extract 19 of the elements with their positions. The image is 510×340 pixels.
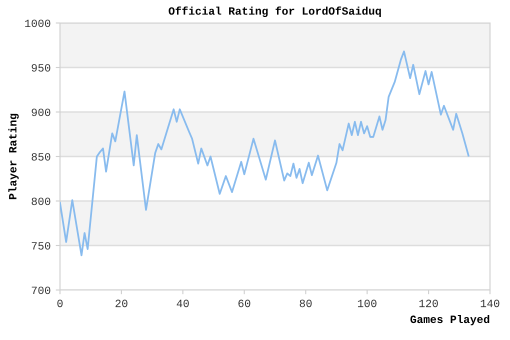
- y-tick-label: 700: [32, 286, 50, 294]
- x-tick-label: 100: [358, 300, 376, 308]
- x-tick-label: 40: [176, 300, 189, 308]
- y-tick-label: 950: [32, 64, 50, 72]
- chart-title: Official Rating for LordOfSaiduq: [168, 6, 381, 18]
- x-tick-label: 60: [238, 300, 250, 308]
- x-axis-title: Games Played: [410, 314, 490, 326]
- x-tick-label: 0: [57, 300, 63, 308]
- y-tick-label: 850: [32, 153, 50, 161]
- y-tick-label: 1000: [25, 20, 50, 28]
- y-axis-title: Player Rating: [8, 114, 19, 200]
- y-tick-label: 800: [32, 198, 50, 206]
- y-tick-label: 750: [32, 242, 50, 250]
- line-series: [60, 50, 470, 256]
- x-tick-label: 120: [419, 300, 438, 308]
- x-tick-label: 20: [116, 300, 128, 308]
- y-tick-label: 900: [32, 108, 50, 116]
- x-tick-label: 140: [480, 300, 500, 308]
- x-tick-label: 80: [300, 300, 312, 308]
